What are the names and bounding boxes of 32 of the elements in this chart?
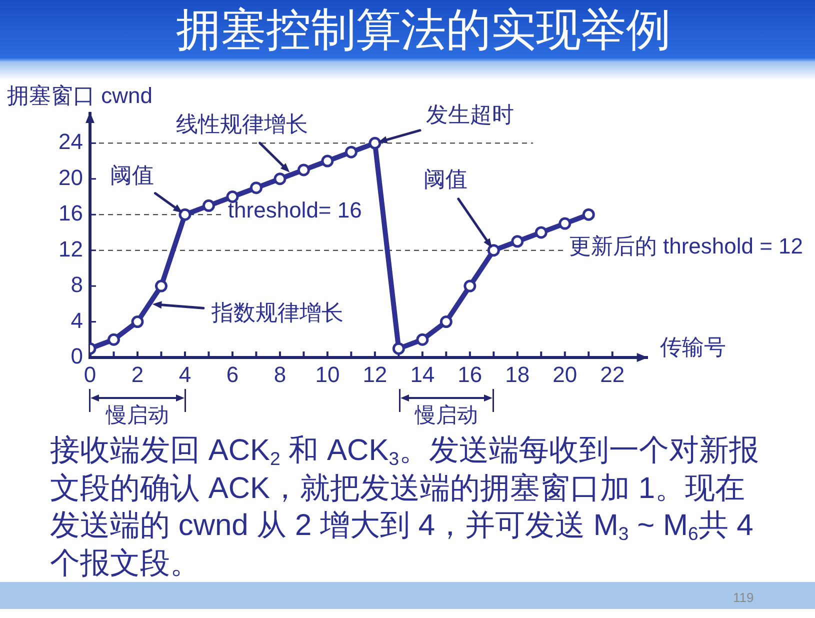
x-tick-label: 4 xyxy=(178,362,192,387)
y-tick-label: 24 xyxy=(58,129,83,154)
y-axis-title: 拥塞窗口 cwnd xyxy=(7,82,152,108)
text: 接收端发回 ACK$_{2}$ 和 ACK$_{3}$。发送端每收到一个对新报文段的确认 ACK，就把发送端的拥塞窗口加 1。现在发送端的 cwnd 从 2 增大到 4，并可发送 M$_{3}$ ~ M$_{6}$共 4 个报文段。 xyxy=(50,434,760,580)
x-tick-label: 16 xyxy=(458,362,482,387)
annotation: 指数规律增长 xyxy=(210,300,344,325)
text: 慢启动 xyxy=(104,403,170,429)
text: 慢启动 xyxy=(414,403,479,429)
y-tick-label: 12 xyxy=(58,236,83,262)
annotation: 阈值 xyxy=(424,166,468,192)
y-tick-label: 8 xyxy=(70,272,83,298)
chart-title: 拥塞控制算法的实现举例 xyxy=(175,4,672,55)
x-tick-label: 20 xyxy=(552,362,578,387)
annotation: 线性规律增长 xyxy=(176,111,308,136)
annotation: 发生超时 xyxy=(426,102,514,128)
text: 119 xyxy=(733,589,754,607)
y-tick-label: 20 xyxy=(58,164,83,190)
x-tick-label: 22 xyxy=(600,362,625,387)
y-tick-label: 4 xyxy=(70,308,83,333)
ref-line-label: 更新后的 threshold = 12 xyxy=(568,233,804,258)
x-tick-label: 6 xyxy=(226,362,239,387)
x-tick-label: 8 xyxy=(274,362,286,387)
y-tick-label: 0 xyxy=(70,344,83,369)
x-tick-label: 12 xyxy=(362,362,388,387)
y-tick-label: 16 xyxy=(58,200,83,226)
x-tick-label: 18 xyxy=(505,362,530,387)
annotation: 阈值 xyxy=(110,162,154,188)
x-tick-label: 10 xyxy=(315,362,340,387)
x-tick-label: 14 xyxy=(410,362,435,387)
ref-line-label: threshold= 16 xyxy=(228,198,362,223)
x-axis-title: 传输号 xyxy=(660,334,726,360)
x-tick-label: 2 xyxy=(131,362,144,387)
